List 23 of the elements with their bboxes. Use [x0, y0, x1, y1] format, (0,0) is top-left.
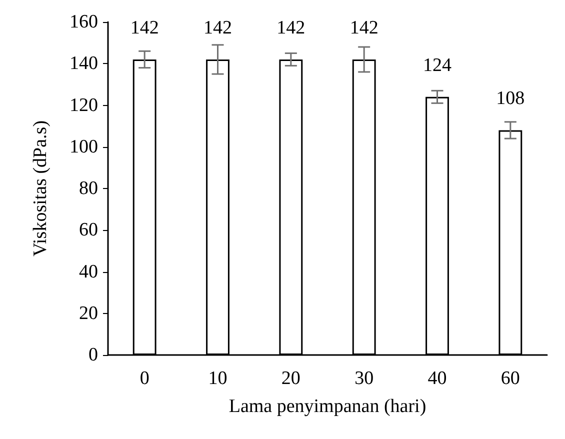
data-label: 142 [130, 17, 159, 38]
data-label: 142 [204, 17, 232, 38]
x-tick-label: 10 [208, 368, 228, 389]
x-tick-label: 60 [500, 368, 520, 389]
data-label: 124 [423, 54, 452, 76]
x-tick-label: 30 [354, 368, 374, 389]
y-axis-title: Viskositas (dPa.s) [30, 120, 51, 257]
data-label: 142 [350, 17, 378, 38]
x-tick-label: 20 [281, 368, 300, 389]
x-tick-label: 40 [428, 368, 447, 389]
y-tick-label: 160 [70, 12, 98, 32]
x-axis-title: Lama penyimpanan (hari) [228, 396, 426, 417]
y-tick-label: 20 [79, 302, 98, 324]
y-tick-label: 0 [88, 344, 98, 366]
y-tick-label: 140 [70, 53, 98, 74]
y-tick-label: 100 [70, 136, 98, 158]
y-tick-label: 120 [70, 94, 98, 116]
y-tick-label: 80 [79, 178, 98, 199]
data-label: 142 [276, 17, 306, 38]
y-tick-label: 60 [79, 220, 98, 241]
data-label: 108 [496, 88, 525, 110]
y-tick-label: 40 [79, 261, 98, 282]
x-tick-label: 0 [140, 368, 150, 389]
